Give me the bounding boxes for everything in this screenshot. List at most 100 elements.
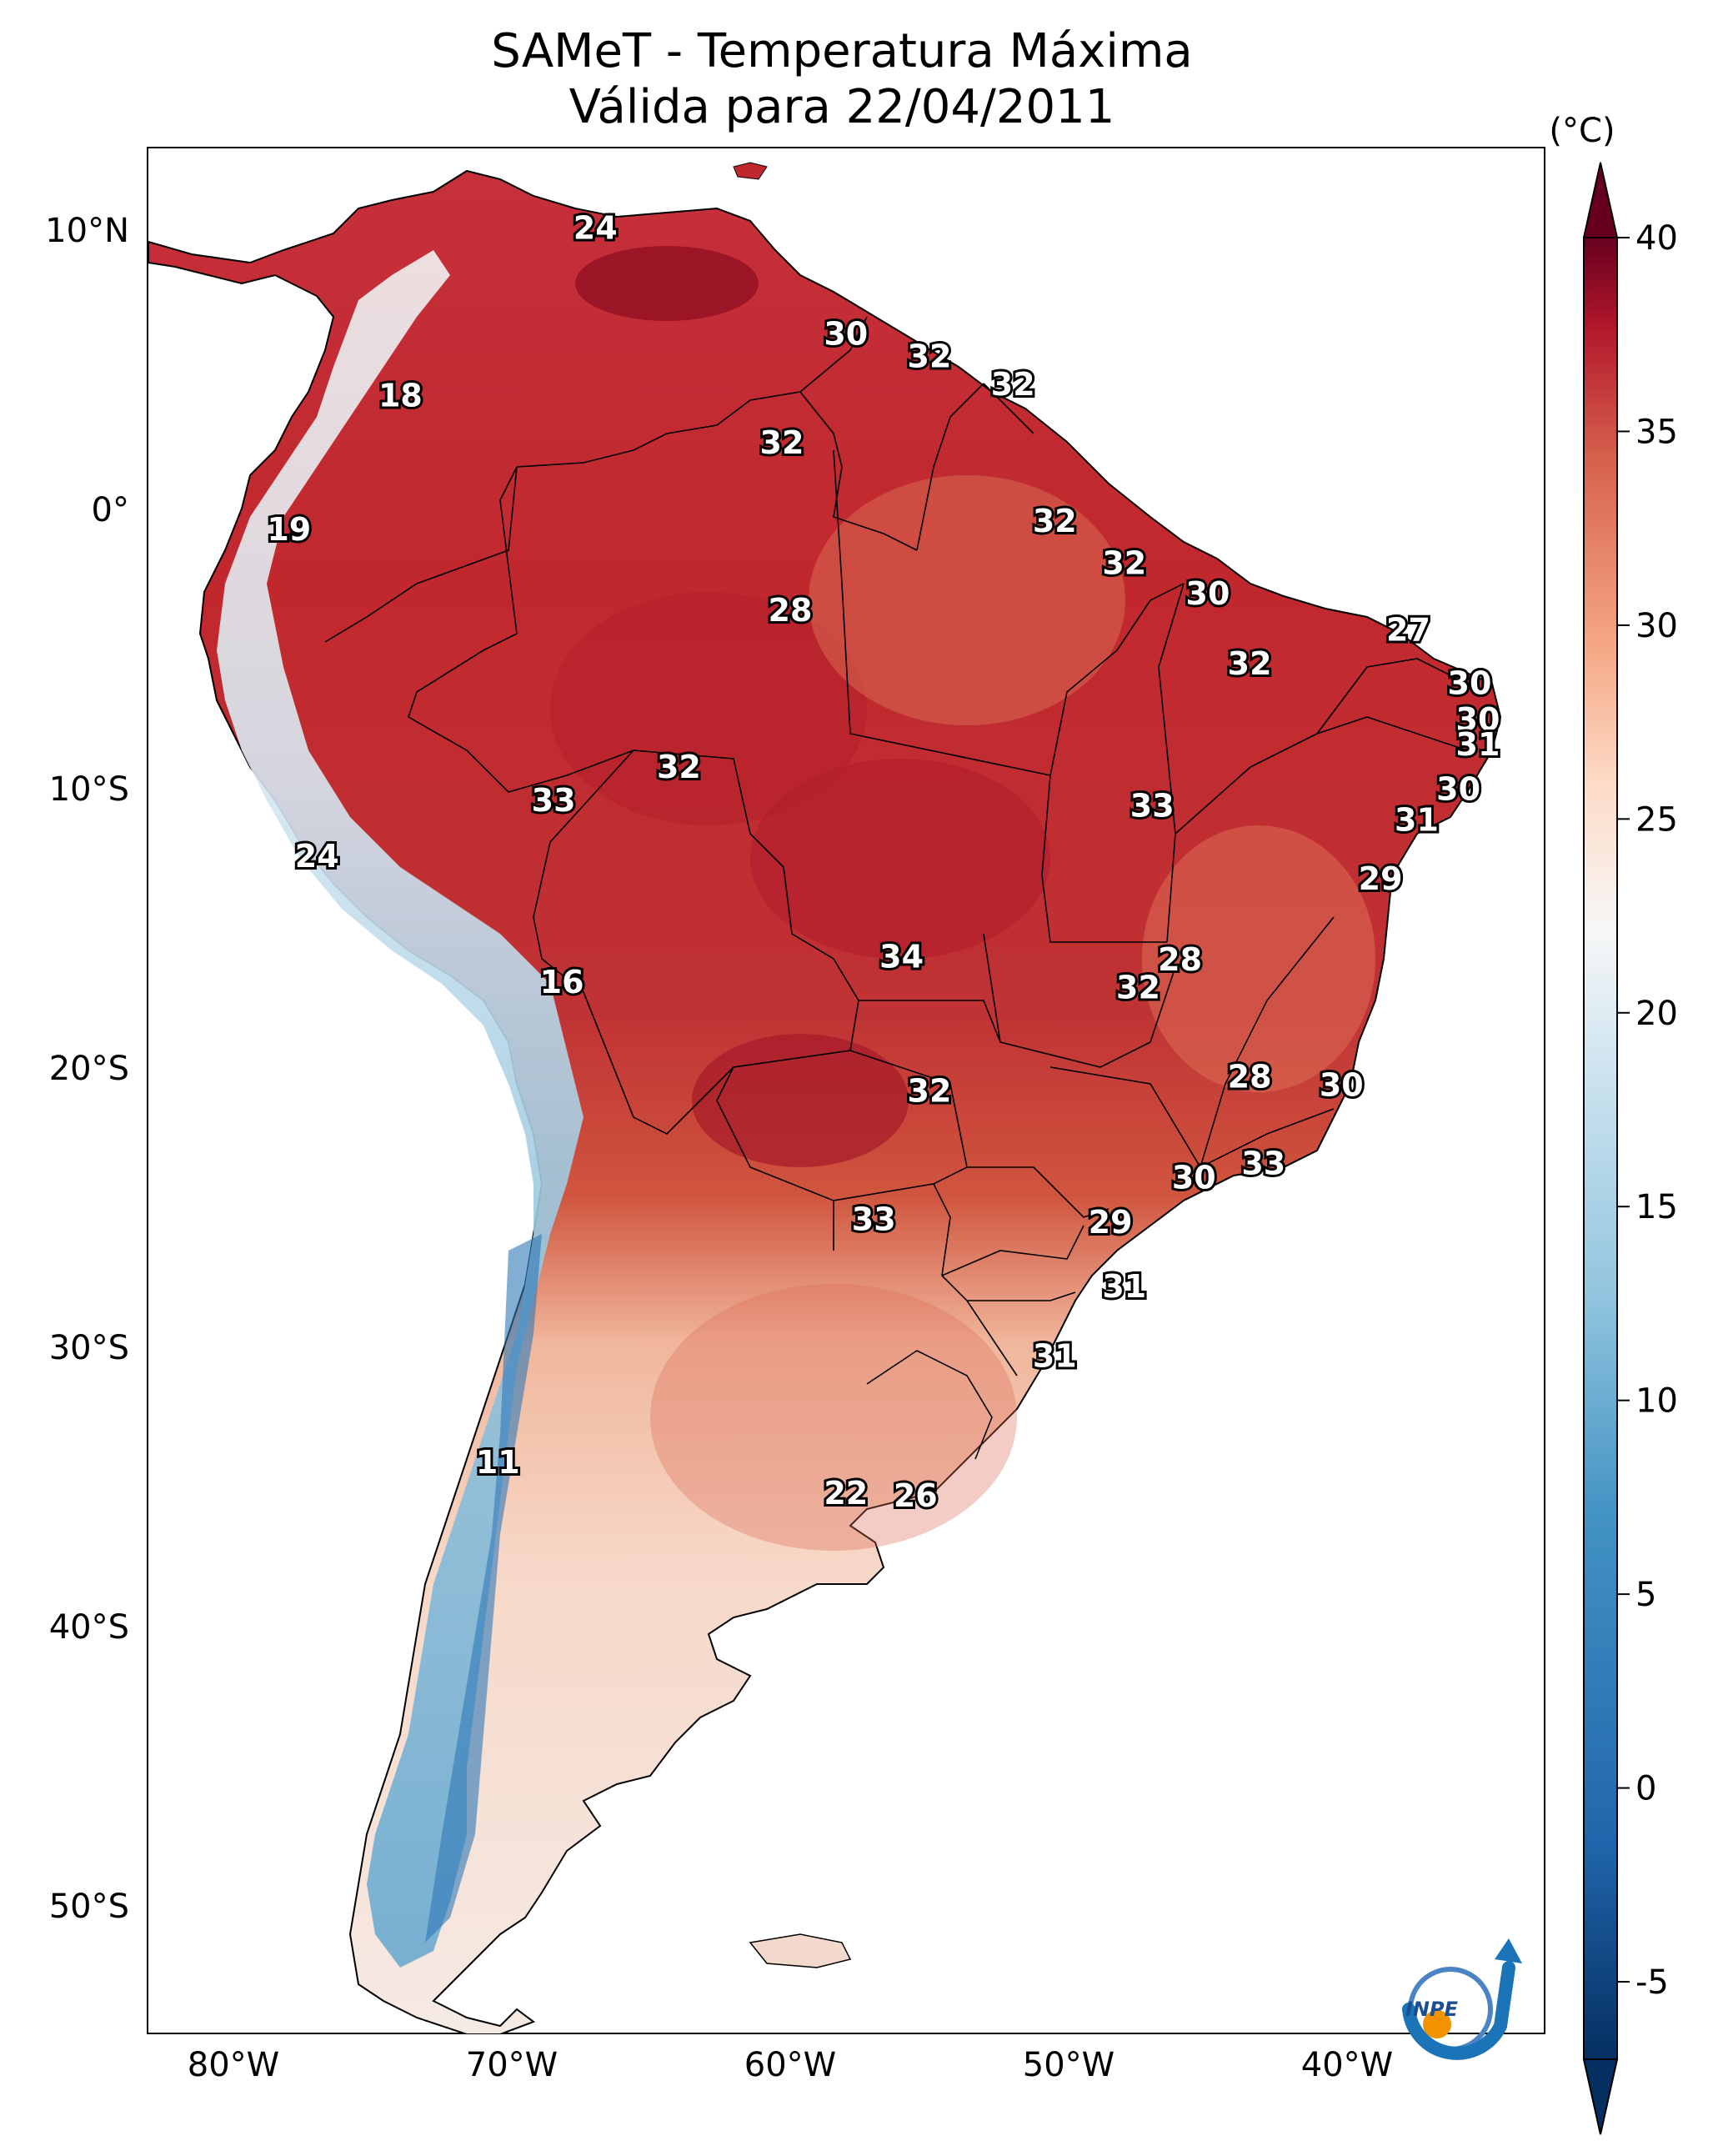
temperature-label: 30 xyxy=(1172,1159,1216,1196)
colorbar-tick-label: 5 xyxy=(1635,1576,1656,1614)
lat-tick-label: 50°S xyxy=(49,1888,129,1926)
temperature-label: 32 xyxy=(908,338,952,374)
border-state-mato-grosso xyxy=(859,1000,1001,1043)
temperature-label: 24 xyxy=(295,838,339,875)
temperature-label: 24 xyxy=(573,209,618,246)
temperature-label: 29 xyxy=(1089,1204,1133,1241)
colorbar-tick-label: 35 xyxy=(1635,413,1678,451)
temperature-label: 19 xyxy=(267,511,311,548)
colorbar-ticks: -5 0 5 10 15 20 25 30 35 40 xyxy=(1617,219,1678,2002)
border-state-tocantins xyxy=(1041,775,1167,943)
latitude-axis: 10°N 0° 10°S 20°S 30°S 40°S 50°S xyxy=(45,212,129,1926)
border-venezuela-brazil xyxy=(516,391,918,551)
hot-spot-venezuela xyxy=(575,246,759,321)
temperature-label: 31 xyxy=(1395,802,1439,839)
temperature-label: 28 xyxy=(769,592,813,629)
lat-tick-label: 20°S xyxy=(49,1050,129,1088)
temperature-label: 30 xyxy=(1436,771,1480,808)
temperature-label: 28 xyxy=(1158,941,1202,978)
border-state-pe xyxy=(1366,716,1468,751)
temperature-label: 11 xyxy=(476,1444,520,1481)
colorbar-tick-label: 20 xyxy=(1635,995,1678,1033)
lon-tick-label: 50°W xyxy=(1023,2046,1114,2084)
andes-coldest-strip xyxy=(425,1234,542,1943)
lon-tick-label: 70°W xyxy=(466,2046,558,2084)
temperature-label: 31 xyxy=(1102,1268,1146,1305)
border-colombia-peru xyxy=(324,466,518,643)
caribbean-island xyxy=(733,162,768,180)
temperature-label: 31 xyxy=(1033,1338,1077,1375)
temperature-label: 32 xyxy=(1228,645,1272,682)
temperature-label: 16 xyxy=(540,964,584,1000)
colorbar-tick-label: 40 xyxy=(1635,219,1678,258)
colorbar-tick-label: 30 xyxy=(1635,607,1678,645)
lat-tick-label: 0° xyxy=(92,491,129,529)
border-peru-bolivia xyxy=(533,750,634,960)
lat-tick-label: 40°S xyxy=(49,1608,129,1647)
border-state-goias xyxy=(983,933,1176,1068)
temperature-label: 30 xyxy=(1448,664,1492,701)
border-state-sc xyxy=(967,1291,1076,1301)
temperature-label: 30 xyxy=(1186,575,1230,612)
border-state-parana xyxy=(941,1225,1084,1276)
colorbar-unit: (°C) xyxy=(1549,112,1615,150)
border-french-guiana xyxy=(983,383,1034,434)
temperature-label: 32 xyxy=(991,366,1035,403)
lon-tick-label: 40°W xyxy=(1301,2046,1393,2084)
colorbar-gradient xyxy=(1583,237,1618,2060)
falkland-islands xyxy=(749,1933,852,1968)
border-state-para xyxy=(1049,583,1185,776)
temperature-label: 33 xyxy=(1241,1146,1285,1182)
temperature-label: 33 xyxy=(532,782,576,819)
border-state-bahia xyxy=(1166,716,1368,943)
temperature-label: 30 xyxy=(1456,701,1500,738)
country-borders xyxy=(324,316,1468,1460)
border-state-amazonas xyxy=(833,449,1051,776)
temperature-label: 18 xyxy=(378,377,423,414)
border-suriname xyxy=(916,383,984,551)
border-uruguay xyxy=(866,1350,993,1460)
border-state-ms xyxy=(849,1050,968,1185)
border-bolivia-argentina xyxy=(541,958,734,1135)
logo-arrow-head xyxy=(1495,1938,1522,1963)
cool-spot-para xyxy=(809,475,1125,725)
logo-orange-dot xyxy=(1423,2010,1451,2038)
colorbar-min-extension xyxy=(1582,2058,1619,2135)
colorbar-max-extension xyxy=(1582,162,1619,238)
map-title: SAMeT - Temperatura Máxima xyxy=(491,24,1193,78)
temperature-label: 22 xyxy=(824,1475,868,1512)
lat-tick-label: 30°S xyxy=(49,1329,129,1367)
lat-tick-label: 10°N xyxy=(45,212,129,250)
hot-spot-amazon xyxy=(550,592,867,825)
temperature-label: 32 xyxy=(1116,969,1160,1005)
inpe-logo: INPE xyxy=(1402,1938,1522,2060)
temperature-label: 32 xyxy=(657,749,701,785)
temperature-label: 26 xyxy=(894,1477,938,1514)
hot-spot-chaco xyxy=(692,1034,909,1167)
colorbar: (°C) -5 0 5 10 15 20 25 30 35 40 xyxy=(1549,112,1678,2135)
logo-arrow xyxy=(1402,1961,1515,2060)
border-state-es xyxy=(1200,916,1335,1168)
map-subtitle: Válida para 22/04/2011 xyxy=(568,80,1115,134)
temperature-label: 32 xyxy=(1033,503,1077,539)
cool-spot-south xyxy=(650,1284,1017,1551)
temperature-label: 33 xyxy=(1130,788,1175,825)
colorbar-tick-label: 0 xyxy=(1635,1770,1656,1808)
temperature-label: 29 xyxy=(1359,860,1403,897)
border-brazil-argentina xyxy=(941,1275,1018,1376)
temperature-label: 33 xyxy=(852,1201,896,1238)
temperature-label: 30 xyxy=(1320,1067,1364,1104)
lat-tick-label: 10°S xyxy=(49,770,129,809)
temperature-label: 34 xyxy=(879,939,924,975)
temperature-label: 30 xyxy=(824,316,868,353)
colorbar-tick-label: 10 xyxy=(1635,1382,1678,1421)
lon-tick-label: 60°W xyxy=(744,2046,836,2084)
colorbar-tick-label: 15 xyxy=(1635,1188,1678,1226)
border-state-ne xyxy=(1316,658,1468,735)
longitude-axis: 80°W 70°W 60°W 50°W 40°W xyxy=(188,2046,1393,2084)
temperature-label: 32 xyxy=(760,424,804,461)
temperature-label: 32 xyxy=(1102,544,1146,581)
lon-tick-label: 80°W xyxy=(188,2046,279,2084)
